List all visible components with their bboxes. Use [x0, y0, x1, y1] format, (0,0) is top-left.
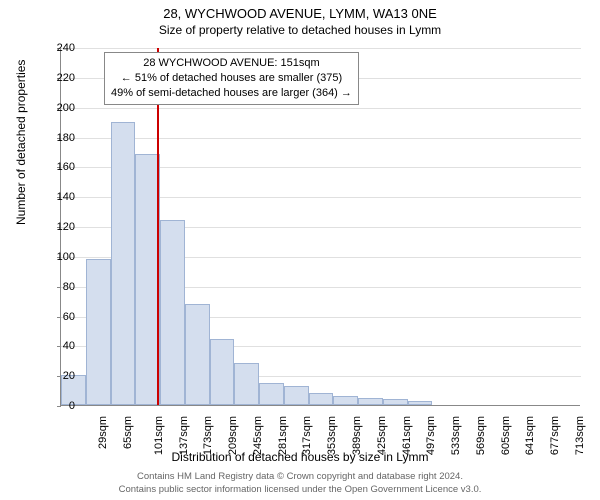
ytick-label: 200 [57, 102, 75, 114]
xtick-label: 641sqm [524, 416, 536, 455]
histogram-bar [333, 396, 358, 405]
xtick-label: 245sqm [252, 416, 264, 455]
ytick-mark [57, 346, 61, 347]
histogram-bar [259, 383, 284, 405]
xtick-label: 461sqm [401, 416, 413, 455]
annotation-line2: ← 51% of detached houses are smaller (37… [111, 71, 352, 86]
histogram-bar [111, 122, 136, 405]
footer-line1: Contains HM Land Registry data © Crown c… [0, 471, 600, 483]
xtick-label: 209sqm [227, 416, 239, 455]
xtick-label: 425sqm [376, 416, 388, 455]
footer-attribution: Contains HM Land Registry data © Crown c… [0, 471, 600, 496]
footer-line2: Contains public sector information licen… [0, 484, 600, 496]
ytick-label: 60 [63, 311, 75, 323]
ytick-mark [57, 287, 61, 288]
ytick-label: 0 [69, 400, 75, 412]
histogram-bar [234, 363, 259, 405]
xtick-label: 605sqm [500, 416, 512, 455]
chart-subtitle: Size of property relative to detached ho… [0, 21, 600, 37]
grid-line [61, 138, 581, 139]
ytick-label: 140 [57, 191, 75, 203]
xtick-label: 533sqm [450, 416, 462, 455]
histogram-bar [383, 399, 408, 405]
xtick-label: 569sqm [475, 416, 487, 455]
histogram-bar [210, 339, 235, 405]
xtick-label: 65sqm [122, 416, 134, 449]
xtick-label: 353sqm [326, 416, 338, 455]
ytick-label: 20 [63, 370, 75, 382]
xtick-label: 137sqm [178, 416, 190, 455]
histogram-bar [284, 386, 309, 405]
y-axis-label: Number of detached properties [14, 60, 28, 225]
ytick-mark [57, 406, 61, 407]
ytick-label: 160 [57, 161, 75, 173]
annotation-line3: 49% of semi-detached houses are larger (… [111, 86, 352, 101]
ytick-label: 120 [57, 221, 75, 233]
ytick-label: 240 [57, 42, 75, 54]
xtick-label: 713sqm [574, 416, 586, 455]
xtick-label: 497sqm [425, 416, 437, 455]
annotation-box: 28 WYCHWOOD AVENUE: 151sqm ← 51% of deta… [104, 52, 359, 105]
histogram-bar [86, 259, 111, 405]
ytick-label: 220 [57, 72, 75, 84]
xtick-label: 389sqm [351, 416, 363, 455]
histogram-bar [309, 393, 334, 405]
xtick-label: 29sqm [97, 416, 109, 449]
chart-area: 28 WYCHWOOD AVENUE: 151sqm ← 51% of deta… [60, 48, 580, 406]
histogram-bar [408, 401, 433, 405]
chart-container: 28, WYCHWOOD AVENUE, LYMM, WA13 0NE Size… [0, 0, 600, 500]
ytick-label: 100 [57, 251, 75, 263]
ytick-label: 80 [63, 281, 75, 293]
chart-title: 28, WYCHWOOD AVENUE, LYMM, WA13 0NE [0, 0, 600, 21]
histogram-bar [185, 304, 210, 405]
ytick-label: 40 [63, 340, 75, 352]
xtick-label: 281sqm [277, 416, 289, 455]
grid-line [61, 48, 581, 49]
histogram-bar [160, 220, 185, 405]
xtick-label: 101sqm [153, 416, 165, 455]
ytick-mark [57, 317, 61, 318]
xtick-label: 317sqm [302, 416, 314, 455]
histogram-bar [358, 398, 383, 405]
grid-line [61, 108, 581, 109]
xtick-label: 173sqm [203, 416, 215, 455]
ytick-label: 180 [57, 132, 75, 144]
xtick-label: 677sqm [549, 416, 561, 455]
annotation-line1: 28 WYCHWOOD AVENUE: 151sqm [111, 56, 352, 71]
